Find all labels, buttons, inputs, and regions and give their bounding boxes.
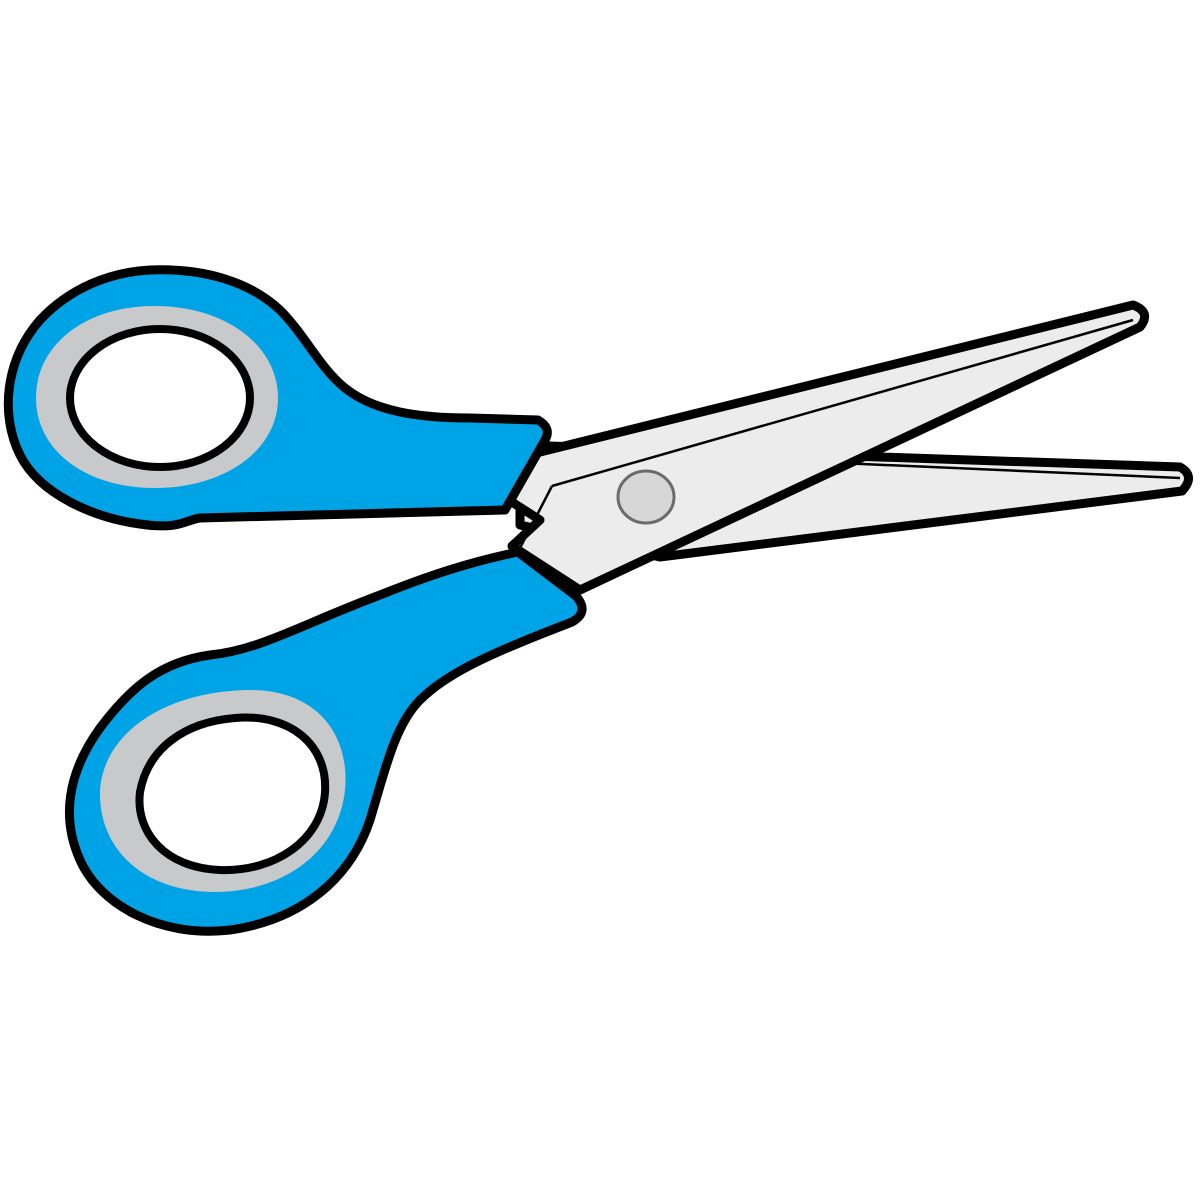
pivot-screw: [616, 469, 676, 525]
upper-blade-heel: [518, 485, 554, 549]
lower-handle-insert: [99, 689, 346, 892]
upper-blade: [499, 300, 1150, 595]
upper-finger-hole: [66, 325, 254, 471]
upper-blade-bevel: [551, 318, 1134, 488]
lower-finger-hole: [135, 713, 330, 875]
lower-blade-edge-line: [839, 461, 1181, 480]
